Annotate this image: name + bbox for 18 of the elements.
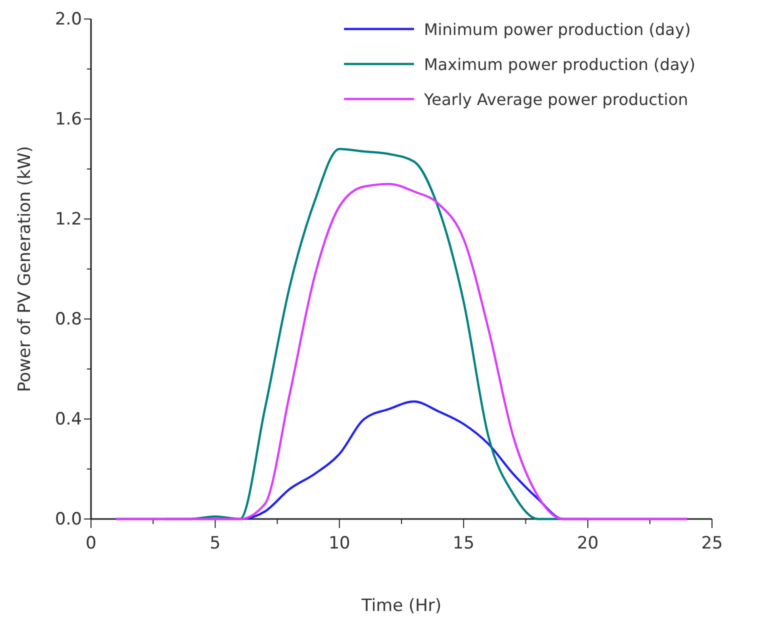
legend-label: Yearly Average power production: [423, 90, 688, 109]
y-tick-label: 0.4: [54, 409, 82, 430]
x-tick-label: 10: [328, 533, 350, 554]
x-tick-label: 25: [701, 533, 723, 554]
y-tick-label: 1.2: [54, 209, 82, 230]
text: 0.0: [54, 509, 82, 530]
line-series: [114, 182, 688, 520]
y-tick-label: 0.8: [54, 309, 82, 330]
x-tick-label: 5: [210, 533, 221, 554]
x-tick-label: 15: [452, 533, 474, 554]
x-tick-label: 0: [86, 533, 96, 554]
y-tick-label: 2.0: [54, 9, 82, 30]
y-axis-title: Power of PV Generation (kW): [15, 146, 35, 392]
y-tick-label: 1.6: [54, 109, 82, 130]
x-tick-label: 20: [576, 533, 599, 554]
x-axis-title: Time (Hr): [360, 596, 442, 616]
legend-label: Minimum power production (day): [424, 20, 691, 39]
legend-label: Maximum power production (day): [424, 55, 696, 74]
